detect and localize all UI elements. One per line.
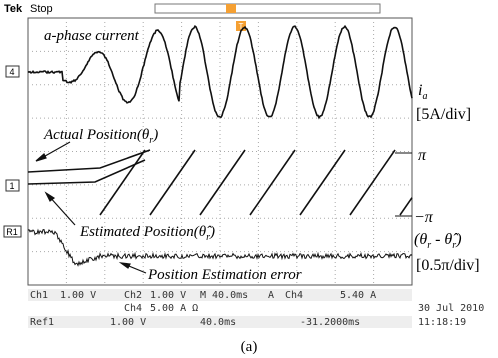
- status: Ref1: [30, 317, 54, 328]
- ch1-marker: 1: [9, 181, 14, 191]
- error-label: Position Estimation error: [147, 267, 302, 283]
- ch4-marker: 4: [9, 67, 14, 77]
- pi-upper: π: [418, 147, 427, 164]
- status: 1.00 V: [60, 290, 96, 301]
- date: 30 Jul 2010: [418, 303, 484, 314]
- status: Ch4: [285, 290, 303, 301]
- caption: (a): [241, 339, 258, 355]
- pi-lower: −π: [414, 209, 434, 226]
- status: Ch1: [30, 290, 48, 301]
- status: Ch4: [124, 303, 142, 314]
- error-scale: [0.5π/div]: [416, 257, 480, 274]
- time: 11:18:19: [418, 317, 466, 328]
- channel-markers: 4 1 R1: [4, 66, 21, 237]
- status: -31.2000ms: [300, 317, 360, 328]
- brand: Tek: [4, 3, 23, 15]
- status: M 40.0ms: [200, 290, 248, 301]
- ch4-title: a-phase current: [44, 28, 140, 44]
- record-bar: [155, 4, 380, 13]
- status: 40.0ms: [200, 317, 236, 328]
- ia-symbol: ia: [418, 82, 427, 102]
- record-pos: [226, 4, 236, 13]
- status: 5.40 A: [340, 290, 376, 301]
- state: Stop: [30, 3, 53, 15]
- scope-figure: Tek Stop T 4 1 R1 a-phase current Actual…: [0, 0, 498, 358]
- ch4-scale: [5A/div]: [416, 106, 471, 123]
- status: Ch2: [124, 290, 142, 301]
- status: 5.00 A Ω: [150, 303, 198, 314]
- status: 1.00 V: [150, 290, 186, 301]
- error-symbol: (θr - θ̂r): [414, 231, 462, 251]
- ref1-marker: R1: [6, 227, 18, 237]
- status: 1.00 V: [110, 317, 146, 328]
- status-bar: Ch1 1.00 V Ch2 1.00 V M 40.0ms A Ch4 5.40 A Ch4…: [28, 289, 484, 328]
- status: A: [268, 290, 274, 301]
